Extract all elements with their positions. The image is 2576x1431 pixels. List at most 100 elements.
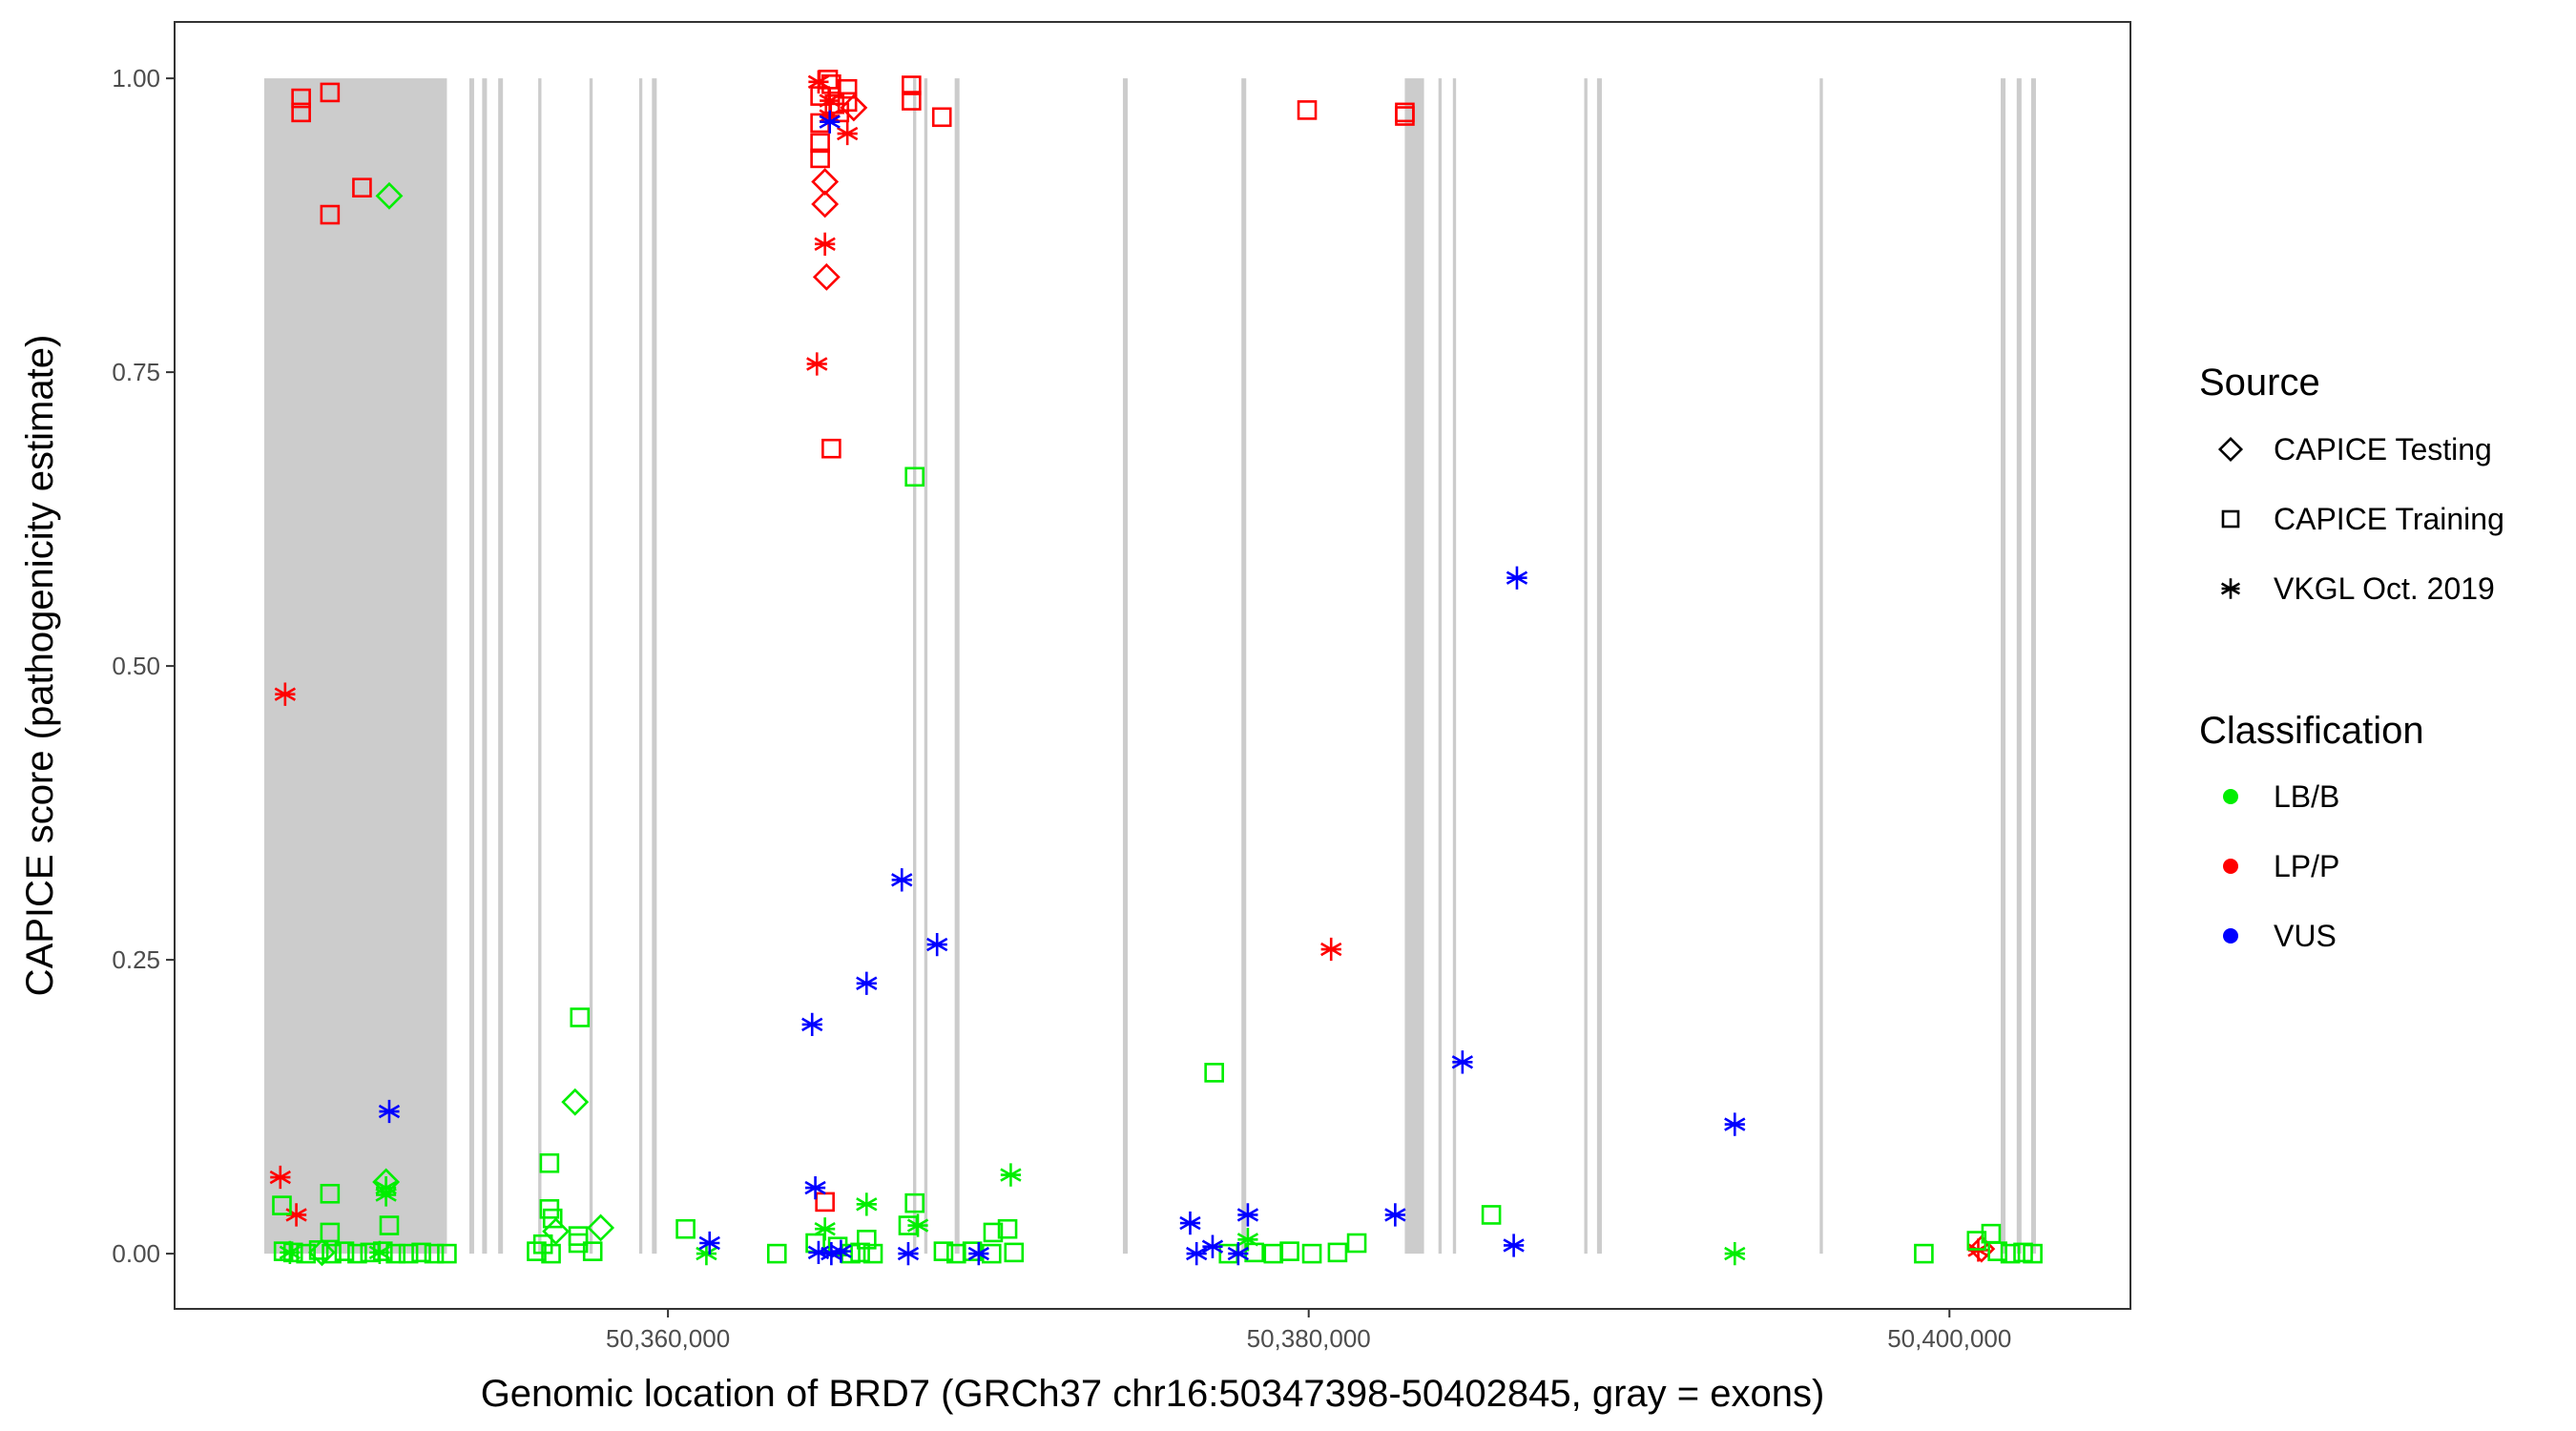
data-point [587,1213,615,1242]
data-point [696,1241,717,1266]
data-point [806,352,828,376]
data-point [891,868,913,892]
exon-band [1584,78,1588,1255]
exon-band [1452,78,1457,1255]
data-point [368,1240,391,1265]
exon-band [924,78,928,1255]
exon-bands [263,78,2036,1255]
data-point [812,262,841,291]
legend-key [2223,859,2238,874]
data-point [1724,1241,1746,1266]
legend-key [2223,789,2238,804]
data-point [810,148,830,169]
data-point [1395,106,1415,126]
legend: Source CAPICE Testing CAPICE Training VKGL … [2199,362,2504,953]
y-tick-label: 0.00 [112,1239,160,1268]
data-point [398,1243,419,1264]
data-point [542,1208,563,1229]
exon-band [498,78,504,1255]
data-point [801,1012,823,1037]
data-point [291,102,311,123]
legend-key [2217,436,2244,463]
data-point [308,1240,329,1260]
data-point [1724,1112,1746,1136]
data-point [904,467,924,487]
legend-key [2221,509,2240,529]
data-point [819,110,841,134]
data-point [1966,1231,1987,1251]
exon-band [652,78,657,1255]
data-point [815,1192,835,1213]
exon-band [1122,78,1128,1255]
data-point [308,1238,336,1267]
x-tick-label: 50,360,000 [606,1324,730,1353]
data-point [1451,1050,1474,1074]
data-point [821,1241,842,1266]
data-point [1297,100,1318,120]
data-point [821,438,841,459]
data-point [375,181,404,210]
data-point [527,1241,547,1261]
axes: 0.00 0.25 0.50 0.75 1.00 50,360,000 50,380,000… [112,64,2011,1353]
data-point [1346,1233,1367,1254]
legend-title: Source [2199,362,2320,404]
data-point [897,1241,920,1266]
data-point [904,1192,924,1213]
data-point [931,107,952,128]
data-point [857,1230,877,1250]
exon-band [1404,78,1424,1255]
data-point [1179,1211,1201,1235]
data-point [542,1217,571,1246]
exon-band [538,78,542,1255]
x-tick-label: 50,380,000 [1247,1324,1371,1353]
exon-band [638,78,643,1255]
legend-label: VKGL Oct. 2019 [2274,571,2495,606]
legend-key [2223,928,2238,944]
data-point [983,1222,1004,1243]
data-point [856,1192,878,1216]
data-point [285,1203,307,1227]
legend-label: LB/B [2274,779,2339,814]
data-point [561,1088,590,1116]
data-point [902,91,922,111]
data-point [2000,1243,2021,1264]
data-point [810,133,830,154]
data-point [807,70,830,93]
data-point [1301,1243,1322,1264]
data-point [320,1222,341,1243]
y-tick-label: 0.25 [112,945,160,974]
data-point [1987,1241,2007,1261]
data-point [1236,1203,1259,1227]
x-tick-label: 50,400,000 [1887,1324,2011,1353]
data-point [1327,1242,1348,1263]
data-point [830,1239,852,1263]
data-point [675,1218,696,1239]
data-point [1503,1234,1525,1257]
plot-panel-border [174,21,2131,1310]
exon-band [1819,78,1823,1255]
legend-label: VUS [2274,919,2337,953]
data-point [850,1242,870,1263]
exon-band [2030,78,2036,1255]
data-points [269,70,2043,1267]
data-point [334,1241,355,1261]
data-point [804,1175,826,1200]
legend-label: CAPICE Training [2274,502,2504,536]
data-point [1227,1241,1249,1266]
exon-band [482,78,488,1255]
exon-band [954,78,960,1255]
data-point [379,1215,400,1235]
data-point [1185,1241,1208,1266]
data-point [1384,1203,1406,1227]
data-point [811,168,840,196]
data-point [814,232,836,256]
data-point [424,1243,445,1264]
exon-band [468,78,474,1255]
data-point [320,1183,341,1204]
data-point [378,1099,401,1124]
data-point [1263,1243,1284,1264]
data-point [539,1152,560,1173]
data-point [856,971,878,995]
data-point [291,88,311,109]
